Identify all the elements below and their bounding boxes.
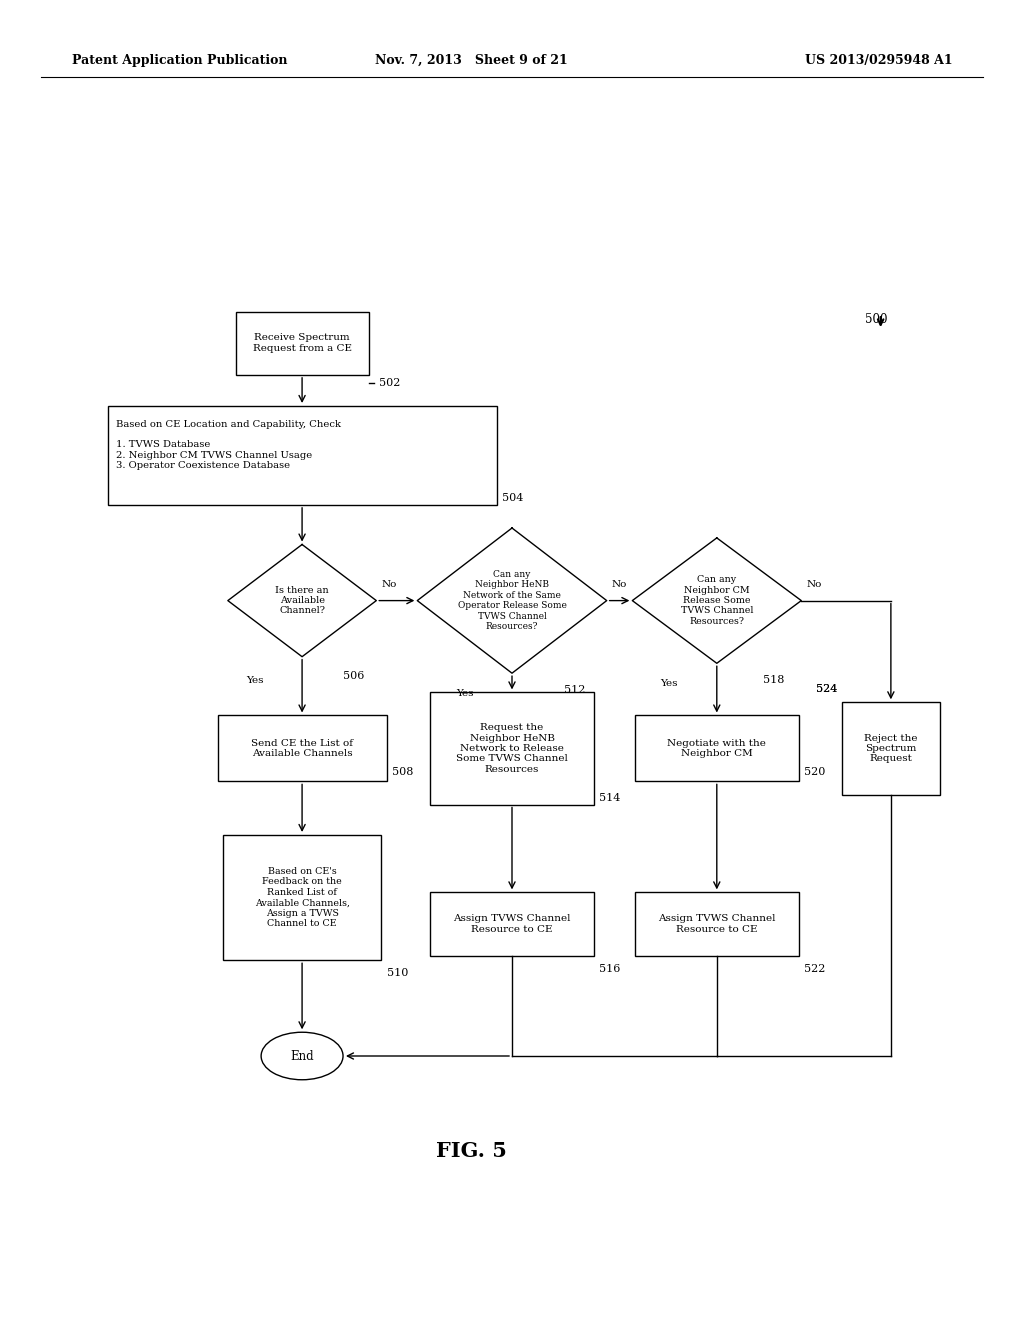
Text: 514: 514 [599, 793, 621, 803]
Text: No: No [612, 581, 628, 589]
Text: 522: 522 [804, 964, 825, 974]
Text: Yes: Yes [246, 676, 263, 685]
FancyBboxPatch shape [217, 715, 386, 781]
Text: Patent Application Publication: Patent Application Publication [72, 54, 287, 67]
Text: Based on CE Location and Capability, Check

1. TVWS Database
2. Neighbor CM TVWS: Based on CE Location and Capability, Che… [116, 420, 341, 470]
Text: 510: 510 [387, 969, 408, 978]
Text: US 2013/0295948 A1: US 2013/0295948 A1 [805, 54, 952, 67]
Text: 524: 524 [816, 684, 838, 694]
FancyBboxPatch shape [236, 312, 369, 375]
Text: No: No [381, 581, 397, 589]
FancyBboxPatch shape [108, 407, 497, 504]
FancyBboxPatch shape [430, 692, 594, 804]
Text: 518: 518 [763, 676, 784, 685]
Text: Is there an
Available
Channel?: Is there an Available Channel? [275, 586, 329, 615]
Text: Based on CE's
Feedback on the
Ranked List of
Available Channels,
Assign a TVWS
C: Based on CE's Feedback on the Ranked Lis… [255, 867, 349, 928]
FancyBboxPatch shape [635, 892, 799, 956]
Text: Request the
Neighbor HeNB
Network to Release
Some TVWS Channel
Resources: Request the Neighbor HeNB Network to Rel… [456, 723, 568, 774]
Text: Send CE the List of
Available Channels: Send CE the List of Available Channels [251, 739, 353, 758]
Text: 502: 502 [379, 378, 400, 388]
Text: Assign TVWS Channel
Resource to CE: Assign TVWS Channel Resource to CE [658, 915, 775, 933]
Text: FIG. 5: FIG. 5 [435, 1140, 507, 1162]
Text: Yes: Yes [660, 678, 678, 688]
Text: 506: 506 [343, 672, 365, 681]
Text: Can any
Neighbor HeNB
Network of the Same
Operator Release Some
TVWS Channel
Res: Can any Neighbor HeNB Network of the Sam… [458, 570, 566, 631]
FancyBboxPatch shape [430, 892, 594, 956]
Text: Nov. 7, 2013   Sheet 9 of 21: Nov. 7, 2013 Sheet 9 of 21 [375, 54, 567, 67]
Text: 524: 524 [816, 684, 838, 694]
FancyBboxPatch shape [842, 702, 940, 795]
Text: 520: 520 [804, 767, 825, 777]
Text: 500: 500 [865, 313, 888, 326]
Ellipse shape [261, 1032, 343, 1080]
Text: No: No [807, 581, 822, 589]
Text: Assign TVWS Channel
Resource to CE: Assign TVWS Channel Resource to CE [454, 915, 570, 933]
Text: Can any
Neighbor CM
Release Some
TVWS Channel
Resources?: Can any Neighbor CM Release Some TVWS Ch… [681, 576, 753, 626]
Text: Receive Spectrum
Request from a CE: Receive Spectrum Request from a CE [253, 334, 351, 352]
Text: 504: 504 [502, 494, 523, 503]
Text: Yes: Yes [456, 689, 473, 697]
Text: Negotiate with the
Neighbor CM: Negotiate with the Neighbor CM [668, 739, 766, 758]
FancyBboxPatch shape [635, 715, 799, 781]
Text: 516: 516 [599, 964, 621, 974]
FancyBboxPatch shape [222, 834, 381, 961]
Text: 512: 512 [564, 685, 586, 696]
Text: 508: 508 [391, 767, 413, 777]
Text: End: End [290, 1049, 314, 1063]
Text: Reject the
Spectrum
Request: Reject the Spectrum Request [864, 734, 918, 763]
